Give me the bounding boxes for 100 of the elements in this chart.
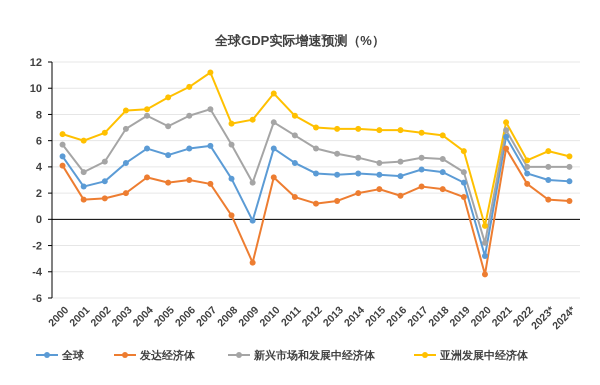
- point: [566, 164, 572, 170]
- point: [80, 138, 87, 144]
- point: [355, 170, 362, 176]
- point: [186, 112, 192, 119]
- point: [524, 157, 530, 164]
- point: [122, 126, 129, 132]
- point: [482, 253, 488, 260]
- y-tick-label: 10: [30, 83, 42, 96]
- point: [503, 119, 510, 126]
- point: [460, 169, 467, 176]
- point: [60, 131, 66, 138]
- legend-label: 发达经济体: [139, 348, 196, 362]
- point: [313, 124, 319, 131]
- point: [144, 112, 150, 119]
- point: [313, 170, 319, 176]
- point: [334, 172, 340, 178]
- y-tick-label: 4: [36, 162, 43, 174]
- point: [524, 180, 530, 187]
- point: [144, 146, 150, 152]
- legend-label: 亚洲发展中经济体: [439, 348, 529, 362]
- point: [60, 142, 66, 148]
- point: [397, 173, 404, 180]
- y-tick-label: 2: [36, 188, 42, 200]
- point: [270, 174, 277, 180]
- point: [144, 106, 150, 112]
- point: [418, 166, 425, 173]
- point: [313, 200, 319, 207]
- point: [313, 146, 319, 152]
- point: [503, 146, 510, 152]
- point: [418, 184, 425, 190]
- point: [334, 198, 340, 204]
- point: [165, 123, 172, 130]
- point: [334, 126, 340, 132]
- point: [122, 190, 129, 196]
- point: [482, 271, 488, 278]
- point: [545, 196, 552, 203]
- point: [250, 116, 256, 123]
- point: [228, 142, 235, 148]
- point: [102, 195, 108, 202]
- y-tick-label: -2: [32, 240, 42, 252]
- point: [460, 194, 467, 200]
- point: [440, 186, 446, 192]
- point: [80, 184, 87, 190]
- point: [503, 127, 510, 134]
- point: [397, 158, 404, 165]
- point: [122, 108, 129, 114]
- y-tick-label: -4: [32, 266, 43, 279]
- point: [566, 198, 572, 204]
- point: [250, 218, 256, 224]
- point: [397, 127, 404, 134]
- point: [418, 130, 425, 136]
- point: [80, 196, 87, 203]
- point: [334, 150, 340, 157]
- point: [460, 148, 467, 154]
- point: [440, 169, 446, 176]
- point: [460, 180, 467, 186]
- y-tick-label: 6: [36, 136, 42, 148]
- point: [376, 127, 382, 134]
- point: [376, 186, 382, 192]
- point: [207, 180, 214, 187]
- point: [440, 156, 446, 162]
- y-tick-label: 8: [36, 109, 42, 122]
- point: [566, 178, 572, 184]
- point: [440, 132, 446, 138]
- point: [376, 172, 382, 178]
- point: [376, 160, 382, 166]
- point: [397, 192, 404, 199]
- y-tick-label: 12: [30, 56, 42, 69]
- point: [418, 154, 425, 161]
- point: [482, 222, 488, 229]
- point: [355, 126, 362, 132]
- point: [524, 170, 530, 176]
- point: [186, 177, 192, 183]
- chart-title: 全球GDP实际增速预测（%）: [214, 33, 385, 48]
- point: [186, 146, 192, 152]
- y-tick-label: 0: [36, 214, 42, 226]
- point: [165, 180, 172, 186]
- point: [102, 130, 108, 136]
- point: [207, 142, 214, 149]
- point: [207, 106, 214, 112]
- point: [503, 134, 510, 140]
- point: [270, 90, 277, 96]
- point: [270, 146, 277, 152]
- legend-label: 全球: [61, 348, 85, 362]
- point: [545, 164, 552, 170]
- legend-label: 新兴市场和发展中经济体: [253, 348, 376, 362]
- y-tick-label: -6: [32, 292, 42, 305]
- point: [566, 153, 572, 160]
- point: [102, 178, 108, 184]
- point: [545, 148, 552, 154]
- point: [186, 84, 192, 90]
- point: [122, 160, 129, 166]
- point: [60, 162, 66, 169]
- point: [228, 120, 235, 127]
- point: [292, 160, 298, 166]
- point: [250, 180, 256, 186]
- point: [355, 154, 362, 161]
- point: [292, 132, 298, 138]
- point: [228, 176, 235, 182]
- point: [292, 112, 298, 119]
